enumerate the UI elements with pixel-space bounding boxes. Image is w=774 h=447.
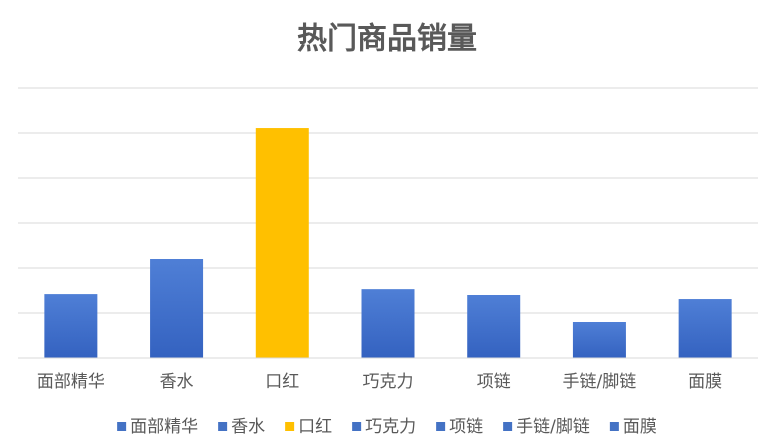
legend-swatch [609, 422, 619, 431]
legend-swatch [503, 422, 513, 431]
legend-swatch [218, 422, 228, 431]
bar [678, 299, 732, 358]
legend-label: 巧克力 [365, 417, 416, 437]
x-tick-label: 香水 [160, 372, 194, 392]
legend-label: 面膜 [623, 417, 657, 437]
x-tick-label: 面部精华 [37, 372, 105, 392]
legend-label: 口红 [298, 417, 332, 437]
x-tick-label: 手链/脚链 [563, 372, 637, 392]
bar [255, 128, 309, 358]
legend-swatch [352, 422, 362, 431]
bar [572, 322, 626, 358]
legend-label: 面部精华 [130, 417, 198, 437]
x-tick-label: 巧克力 [363, 372, 414, 392]
legend-label: 香水 [231, 417, 265, 437]
chart-title: 热门商品销量 [297, 22, 477, 57]
legend-label: 项链 [449, 417, 483, 437]
legend-label: 手链/脚链 [516, 417, 590, 437]
bar [150, 259, 204, 358]
bar [361, 289, 415, 358]
x-tick-label: 口红 [265, 372, 299, 392]
x-tick-label: 项链 [477, 372, 511, 392]
legend-swatch [436, 422, 446, 431]
x-tick-label: 面膜 [688, 372, 722, 392]
legend-swatch [117, 422, 127, 431]
bar [44, 294, 98, 358]
bar [467, 295, 521, 358]
legend-swatch [285, 422, 295, 431]
